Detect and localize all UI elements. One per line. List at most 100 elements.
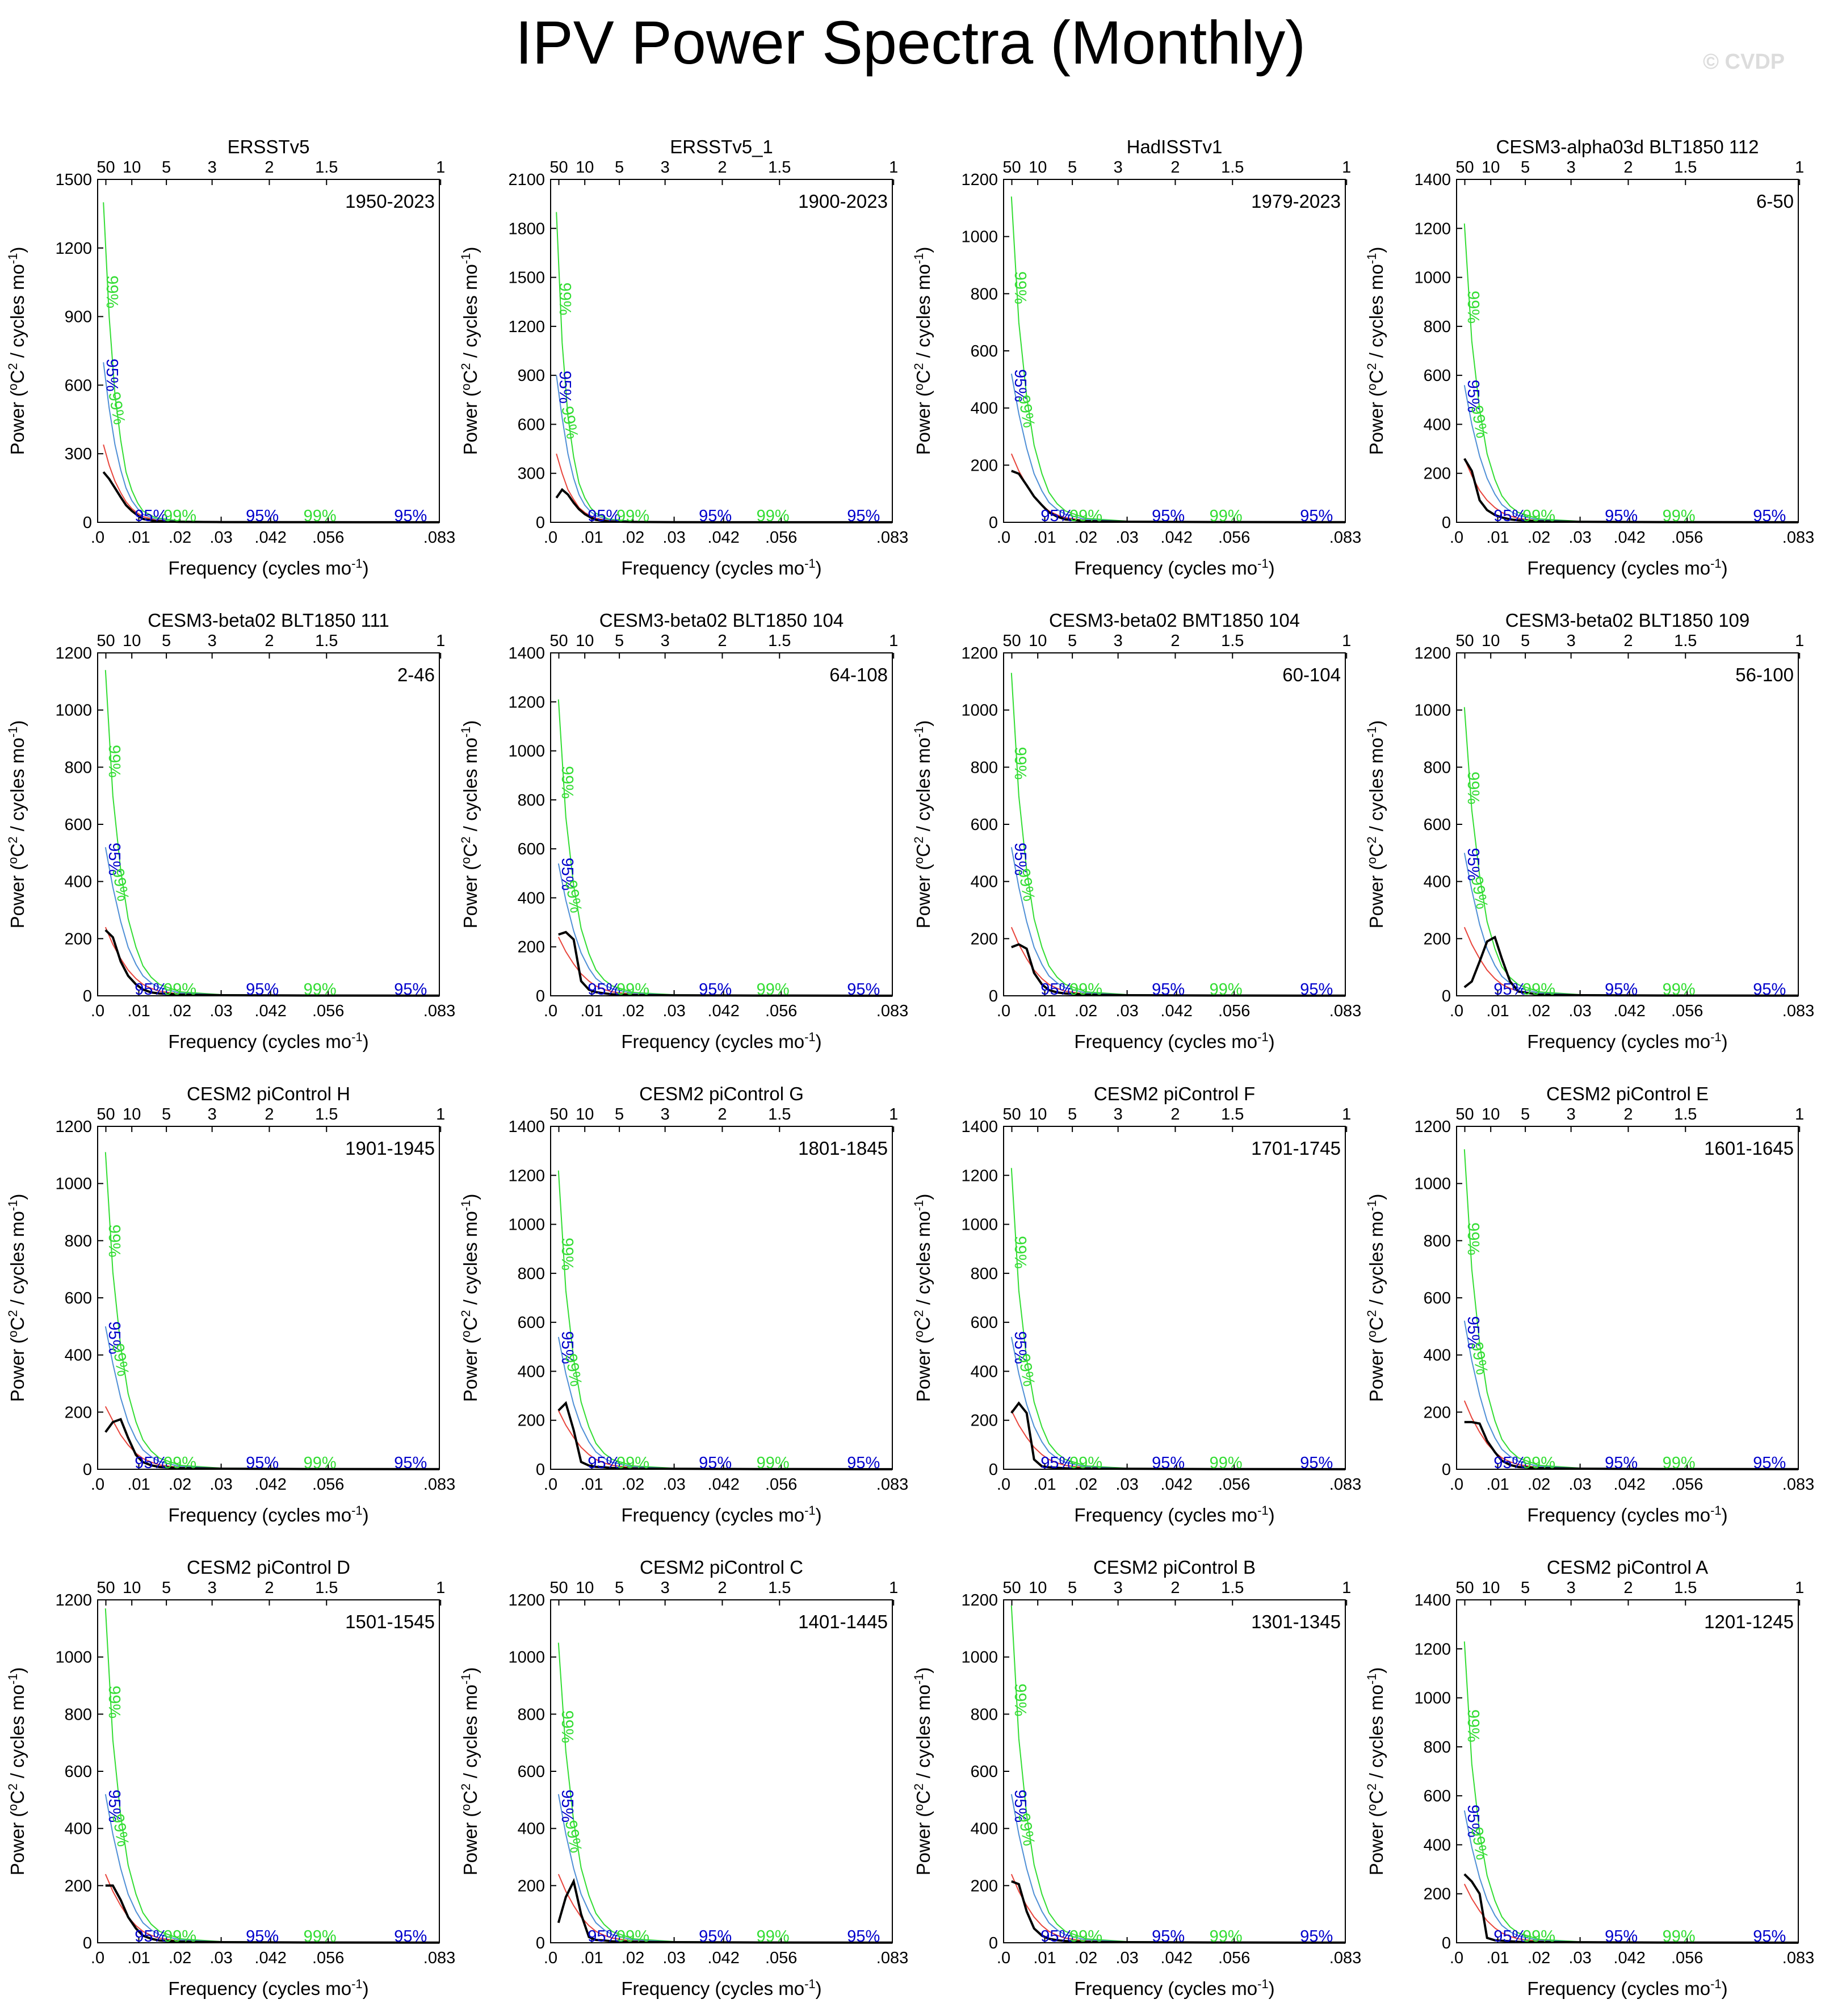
x-tick-label: .0 — [544, 1002, 557, 1020]
series-99-line — [1463, 1641, 1799, 1943]
x-axis-label: Frequency (cycles mo-1) — [1074, 1977, 1274, 1999]
y-tick-label: 400 — [65, 873, 92, 891]
sig-99-label: 99% — [105, 745, 123, 778]
sig-95-label: 95% — [699, 507, 732, 525]
x-tick-label: .083 — [876, 1949, 908, 1967]
series-95-line — [557, 1794, 893, 1943]
x-tick-label: .083 — [423, 529, 455, 547]
series-95-line — [556, 375, 893, 523]
series-99-line — [1463, 223, 1799, 523]
period-label: 1501-1545 — [345, 1611, 435, 1632]
series-95-line — [557, 863, 893, 996]
top-tick-label: 1.5 — [1674, 1105, 1697, 1124]
top-tick-label: 3 — [1114, 158, 1123, 177]
y-axis-label: Power (oC2 / cycles mo-1) — [1365, 1194, 1387, 1402]
x-tick-label: .042 — [1160, 1476, 1192, 1494]
x-tick-label: .01 — [1486, 1476, 1509, 1494]
y-tick-label: 800 — [971, 1265, 998, 1283]
sig-95-label: 95% — [135, 1454, 167, 1472]
top-tick-label: 50 — [96, 158, 115, 177]
y-tick-label: 1000 — [1414, 1175, 1451, 1193]
sig-99-label: 99% — [1011, 1236, 1029, 1269]
y-tick-label: 1200 — [1414, 220, 1451, 238]
sig-99-label: 99% — [1210, 980, 1243, 999]
series-99-line — [556, 212, 893, 523]
plot-frame — [97, 1126, 440, 1470]
sig-99-label: 99% — [1069, 1454, 1102, 1472]
sig-99-label: 99% — [304, 1454, 337, 1472]
sig-95-label: 95% — [394, 1454, 427, 1472]
top-tick-label: 50 — [1455, 1579, 1474, 1597]
top-tick-label: 2 — [1623, 632, 1633, 650]
top-tick-label: 2 — [1623, 1579, 1633, 1597]
period-label: 1801-1845 — [798, 1138, 888, 1159]
period-label: 1950-2023 — [345, 191, 435, 212]
sig-99-label: 99% — [757, 507, 790, 525]
panel-title: CESM2 piControl F — [1094, 1083, 1255, 1104]
sig-95-label: 95% — [1011, 843, 1029, 875]
series-spectrum-line — [1463, 935, 1799, 997]
panel-title: CESM2 piControl A — [1547, 1557, 1708, 1578]
x-tick-label: .02 — [1528, 529, 1550, 547]
sig-99-label: 99% — [1210, 1927, 1243, 1946]
sig-99-label: 99% — [304, 507, 337, 525]
top-tick-label: 1.5 — [1221, 1579, 1244, 1597]
sig-95-label: 95% — [1464, 1805, 1482, 1838]
series-99-line — [1010, 1606, 1346, 1943]
y-tick-label: 800 — [65, 758, 92, 777]
top-tick-label: 1 — [1795, 1579, 1804, 1597]
panel-title: CESM3-beta02 BLT1850 109 — [1505, 610, 1750, 631]
y-tick-label: 0 — [1442, 1461, 1451, 1479]
y-tick-label: 900 — [65, 308, 92, 326]
sig-99-label: 99% — [1069, 980, 1102, 999]
sig-95-label: 95% — [1152, 980, 1185, 999]
top-tick-label: 5 — [615, 632, 624, 650]
sig-95-label: 95% — [1040, 507, 1073, 525]
y-axis-label: Power (oC2 / cycles mo-1) — [459, 1667, 481, 1876]
y-tick-label: 1400 — [961, 1118, 998, 1136]
sig-99-label: 99% — [1011, 747, 1029, 779]
series-spectrum-line — [102, 471, 440, 523]
x-tick-label: .056 — [765, 1476, 797, 1494]
y-tick-label: 300 — [518, 465, 545, 483]
top-tick-label: 50 — [96, 1105, 115, 1124]
y-tick-label: 600 — [1424, 1289, 1451, 1307]
series-spectrum-line — [1010, 1401, 1346, 1470]
sig-95-label: 95% — [1605, 507, 1638, 525]
plot-frame — [1456, 652, 1799, 996]
x-tick-label: .042 — [1160, 1949, 1192, 1967]
x-tick-label: .0 — [997, 529, 1010, 547]
series-99-line — [557, 699, 893, 996]
x-tick-label: .0 — [1450, 529, 1463, 547]
y-tick-label: 1800 — [508, 220, 545, 238]
y-tick-label: 1000 — [961, 702, 998, 720]
top-tick-label: 2 — [265, 1105, 274, 1124]
x-tick-label: .056 — [1671, 1949, 1703, 1967]
y-tick-label: 400 — [1424, 1836, 1451, 1854]
top-tick-label: 3 — [661, 1105, 670, 1124]
x-tick-label: .042 — [707, 1002, 739, 1020]
y-tick-label: 800 — [971, 1705, 998, 1724]
top-tick-label: 2 — [265, 632, 274, 650]
series-99-line — [104, 1608, 440, 1943]
sig-95-label: 95% — [135, 1927, 167, 1946]
y-tick-label: 0 — [989, 514, 998, 532]
x-tick-label: .042 — [1613, 1949, 1645, 1967]
y-axis-label: Power (oC2 / cycles mo-1) — [912, 1194, 934, 1402]
sig-99-label: 99% — [1069, 507, 1102, 525]
x-tick-label: .03 — [662, 529, 685, 547]
y-tick-label: 400 — [518, 1363, 545, 1381]
sig-95-label: 95% — [1300, 1454, 1333, 1472]
sig-95-label: 95% — [135, 980, 167, 999]
y-tick-label: 800 — [65, 1705, 92, 1724]
y-tick-label: 400 — [65, 1347, 92, 1365]
x-tick-label: .083 — [423, 1476, 455, 1494]
spectrum-panel: CESM3-beta02 BLT1850 104 64-108 .0 .01 .02 .0… — [459, 610, 908, 1052]
y-tick-label: 1000 — [55, 1175, 92, 1193]
panel-title: CESM2 piControl C — [640, 1557, 803, 1578]
top-tick-label: 5 — [162, 632, 171, 650]
spectrum-panel: CESM2 piControl D 1501-1545 .0 .01 .02 .03 .04… — [6, 1557, 455, 1999]
sig-95-label: 95% — [1493, 507, 1526, 525]
series-spectrum-line — [558, 931, 893, 997]
series-spectrum-line — [1463, 458, 1799, 523]
